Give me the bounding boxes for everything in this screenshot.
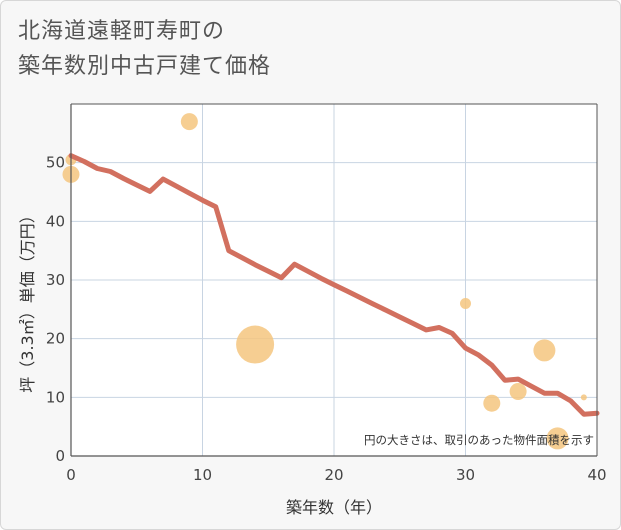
- y-tick-label: 0: [55, 447, 65, 465]
- data-bubble: [236, 325, 275, 364]
- line-layer: [68, 153, 600, 417]
- data-bubble: [546, 427, 569, 450]
- series-line: [68, 153, 600, 417]
- y-tick-label: 40: [46, 212, 65, 230]
- data-bubble: [483, 394, 501, 412]
- chart-title-line-2: 築年数別中古戸建て価格: [18, 54, 272, 79]
- bubble-layer: [62, 113, 587, 450]
- x-tick-label: 40: [587, 466, 606, 484]
- x-tick-label: 0: [66, 466, 76, 484]
- chart-title-line-1: 北海道遠軽町寿町の: [18, 19, 226, 44]
- data-bubble: [180, 113, 198, 131]
- data-bubble: [533, 339, 556, 362]
- data-bubble: [509, 382, 527, 400]
- x-axis-label: 築年数（年）: [286, 498, 382, 517]
- bubble-size-note: 円の大きさは、取引のあった物件面積を示す: [364, 433, 594, 447]
- x-tick-label: 10: [193, 466, 212, 484]
- y-tick-label: 30: [46, 271, 65, 289]
- x-tick-label: 20: [324, 466, 343, 484]
- y-tick-label: 10: [46, 388, 65, 406]
- axes: [70, 103, 598, 457]
- data-bubble: [580, 394, 587, 401]
- y-tick-label: 20: [46, 330, 65, 348]
- chart-title: 北海道遠軽町寿町の 築年数別中古戸建て価格: [18, 14, 271, 84]
- tick-labels: 0 10 20 30 40 0 10 20 30 40 50: [46, 154, 607, 484]
- y-tick-label: 50: [46, 154, 65, 172]
- y-axis-label: 坪（3.3㎡）単価（万円）: [18, 207, 37, 392]
- data-bubble: [460, 297, 471, 309]
- x-tick-label: 30: [456, 466, 475, 484]
